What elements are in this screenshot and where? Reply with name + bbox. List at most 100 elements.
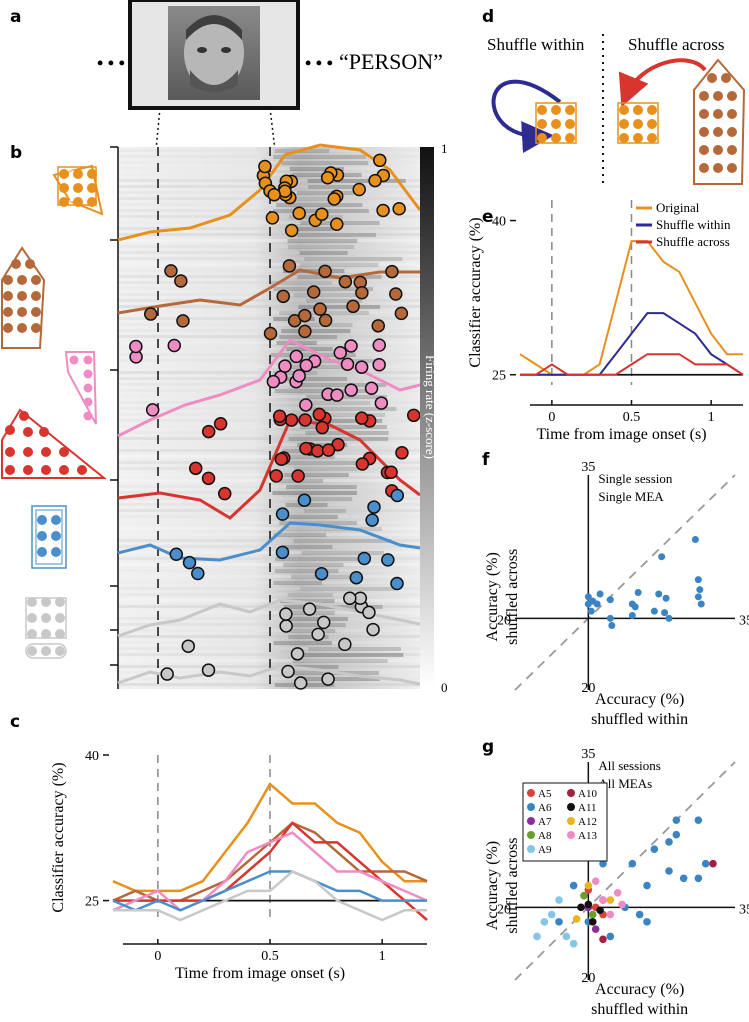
raster-psth-trace — [117, 338, 421, 438]
y-tick-label: 35 — [581, 747, 595, 762]
raster-row-burst — [274, 389, 369, 393]
scatter-point — [599, 935, 607, 944]
scatter-point — [658, 553, 666, 561]
raster-row-burst — [307, 179, 406, 183]
raster-spike-dot — [289, 349, 304, 364]
concept-word: “PERSON” — [339, 49, 443, 74]
zoom-line-right — [269, 107, 276, 151]
raster-row — [118, 461, 420, 464]
raster-row-burst — [304, 509, 346, 513]
raster-row — [118, 593, 420, 596]
raster-row-burst — [296, 191, 354, 195]
raster-row — [118, 431, 420, 434]
y-axis-label: Accuracy (%) — [484, 841, 501, 930]
raster-row — [118, 557, 420, 560]
raster-psth-trace — [117, 521, 421, 562]
raster-row-burst — [287, 593, 333, 597]
legend-marker — [567, 831, 575, 839]
raster-row — [118, 263, 420, 266]
raster-row — [118, 617, 420, 620]
scatter-point — [655, 590, 663, 598]
raster-row-burst — [305, 299, 362, 303]
raster-spike-dot — [279, 607, 293, 621]
raster-spike-dot — [344, 339, 358, 353]
raster-row — [118, 569, 420, 572]
raster-row — [118, 401, 420, 404]
scatter-point — [588, 910, 597, 919]
legend-marker — [527, 845, 535, 853]
scatter-point — [606, 596, 614, 604]
scatter-point — [562, 932, 571, 941]
raster-row-burst — [300, 587, 396, 591]
raster-spike-dot — [274, 452, 289, 467]
raster-spike-dot — [167, 338, 182, 353]
raster-row — [118, 419, 420, 422]
raster-row-burst — [297, 233, 377, 237]
raster-spike-dot — [292, 206, 306, 220]
raster-spike-dot — [311, 627, 325, 642]
raster-row-burst — [308, 185, 360, 189]
raster-row — [118, 653, 420, 656]
scatter-point — [555, 918, 563, 926]
x-tick-label: 0 — [154, 949, 161, 964]
scatter-point — [694, 816, 703, 824]
scatter-point — [643, 881, 651, 890]
raster-row-burst — [303, 653, 404, 657]
y-tick-label: 35 — [581, 460, 595, 475]
face-shape — [184, 15, 244, 91]
panel-label-e: e — [482, 207, 494, 227]
legend-marker — [527, 803, 535, 811]
raster-row — [118, 437, 420, 440]
legend-label: A8 — [538, 830, 552, 842]
raster-spike-dot — [278, 359, 292, 373]
scatter-point — [569, 939, 578, 948]
raster-spike-dot — [299, 398, 313, 412]
raster-row — [118, 149, 420, 152]
raster-spike-dot — [306, 285, 321, 299]
scatter-point — [596, 906, 604, 915]
raster-spike-dot — [349, 570, 364, 585]
x-tick-label: 1 — [379, 949, 386, 964]
raster-row — [118, 479, 420, 482]
scatter-point — [696, 586, 704, 594]
raster-row-burst — [306, 395, 387, 399]
scatter-point — [634, 589, 642, 597]
x-axis-label: Time from image onset (s) — [175, 965, 345, 982]
annotation: Single session — [598, 471, 673, 486]
x-tick-label: 20 — [497, 613, 511, 628]
raster-spike-dot — [384, 465, 398, 479]
raster-row-burst — [272, 491, 357, 495]
raster-spike-dot — [385, 264, 399, 279]
raster-spike-dot — [366, 622, 380, 637]
raster-spike-dot — [174, 274, 188, 288]
series-line-blue — [112, 870, 427, 912]
raster-row — [118, 389, 420, 392]
raster-row — [118, 563, 420, 566]
legend-label: A9 — [538, 844, 552, 856]
raster-row — [118, 473, 420, 476]
legend-label: A12 — [578, 816, 597, 828]
raster-row-burst — [299, 251, 348, 255]
array-icon-gray — [25, 597, 67, 659]
scatter-point — [650, 845, 659, 853]
raster-spike-dot — [364, 381, 379, 396]
x-axis-label-2: shuffled within — [591, 711, 688, 728]
raster-row — [118, 659, 420, 662]
scatter-point — [628, 859, 637, 868]
raster-spike-dot — [344, 383, 358, 397]
raster-spike-dot — [291, 469, 305, 483]
raster-spike-dot — [330, 388, 344, 402]
zoom-line-left — [155, 107, 161, 151]
scatter-point — [596, 590, 604, 598]
raster-row — [118, 413, 420, 416]
panel-label-c: c — [10, 712, 20, 732]
raster-row-burst — [273, 533, 327, 537]
raster-row-burst — [308, 647, 401, 651]
raster-row-burst — [294, 665, 339, 669]
raster-spike-dot — [164, 264, 178, 278]
raster-spike-dot — [381, 553, 395, 567]
raster-spike-dot — [284, 223, 299, 238]
raster-row-burst — [288, 635, 329, 639]
raster-row-burst — [279, 599, 335, 603]
panel-b: 1 0 Firing rate (z-score) — [110, 141, 448, 695]
